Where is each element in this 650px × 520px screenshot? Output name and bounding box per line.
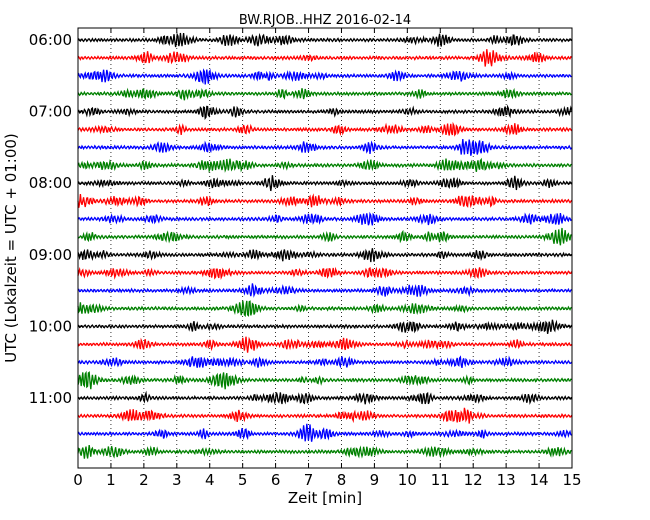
x-tick-label: 0: [73, 471, 83, 489]
trace-0645: [77, 87, 572, 101]
trace-1115: [77, 407, 573, 424]
x-tick-label: 10: [398, 471, 417, 489]
trace-0730: [77, 139, 573, 156]
chart-title: BW.RJOB..HHZ 2016-02-14: [239, 13, 411, 28]
x-tick-label: 11: [431, 471, 450, 489]
trace-0745: [77, 157, 572, 174]
trace-1045: [77, 370, 572, 390]
trace-1100: [77, 390, 573, 406]
y-tick-label: 10:00: [29, 317, 72, 335]
x-tick-label: 14: [530, 471, 549, 489]
y-tick-label: 06:00: [29, 31, 72, 49]
y-tick-label: 08:00: [29, 174, 72, 192]
trace-0715: [77, 121, 573, 137]
trace-1030: [77, 355, 573, 369]
x-tick-label: 5: [238, 471, 248, 489]
grid-lines: [110, 28, 540, 468]
x-tick-label: 9: [370, 471, 380, 489]
trace-0845: [77, 227, 572, 246]
y-axis-ticks: 06:00 07:00 08:00 09:00 10:00 11:00: [29, 31, 572, 407]
y-axis-label: UTC (Lokalzeit = UTC + 01:00): [2, 133, 20, 363]
x-tick-label: 2: [139, 471, 149, 489]
trace-0815: [77, 193, 573, 209]
trace-1130: [77, 423, 573, 442]
x-tick-label: 1: [106, 471, 116, 489]
trace-0600: [77, 32, 573, 48]
trace-1000: [77, 319, 573, 335]
x-tick-label: 6: [271, 471, 281, 489]
x-tick-label: 8: [337, 471, 347, 489]
seismic-traces: [77, 32, 573, 459]
y-tick-label: 11:00: [29, 389, 72, 407]
y-tick-label: 09:00: [29, 246, 72, 264]
x-tick-label: 13: [497, 471, 516, 489]
trace-1015: [77, 336, 573, 353]
trace-0915: [77, 266, 573, 281]
trace-0930: [77, 283, 573, 298]
trace-0830: [77, 211, 572, 226]
y-tick-label: 07:00: [29, 103, 72, 121]
x-tick-label: 12: [464, 471, 483, 489]
plot-frame: [77, 27, 573, 469]
trace-0615: [77, 49, 572, 67]
trace-0900: [77, 248, 573, 263]
x-tick-label: 4: [205, 471, 215, 489]
trace-0800: [77, 175, 573, 192]
trace-0630: [77, 68, 572, 85]
x-tick-label: 7: [304, 471, 314, 489]
x-tick-label: 3: [172, 471, 182, 489]
x-axis-ticks: 0 1 2 3 4 5 6 7 8 9 10 11 12 13 14 15: [73, 28, 582, 489]
trace-0945: [77, 300, 572, 318]
trace-1145: [77, 444, 572, 459]
trace-0700: [77, 104, 573, 121]
x-tick-label: 15: [562, 471, 581, 489]
x-axis-label: Zeit [min]: [288, 489, 362, 507]
